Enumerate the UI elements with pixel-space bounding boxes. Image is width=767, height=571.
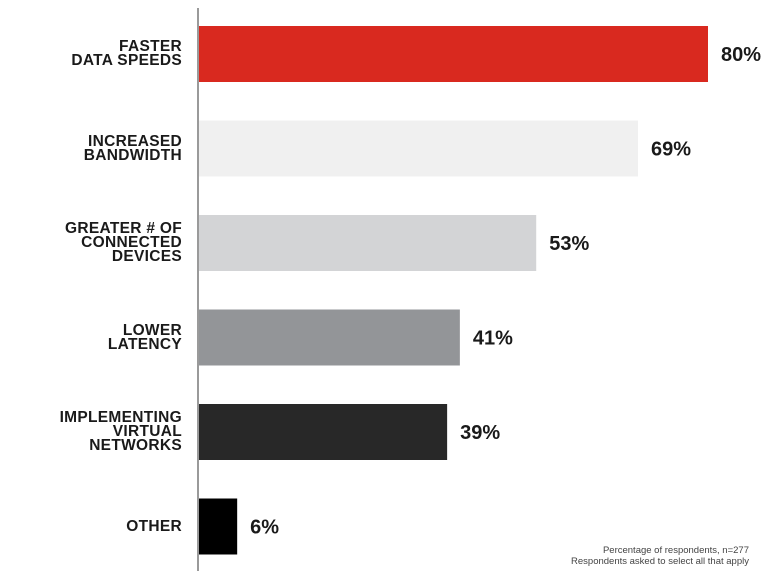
bar-0 — [199, 26, 708, 82]
bar-1 — [199, 120, 639, 177]
bar-4 — [199, 404, 448, 460]
value-label-4: 39% — [460, 422, 500, 444]
value-label-2: 53% — [549, 233, 589, 255]
category-label-1: INCREASED BANDWIDTH — [83, 132, 182, 164]
footnote: Percentage of respondents, n=277 Respond… — [571, 545, 749, 567]
bar-2 — [199, 215, 537, 271]
footnote-line-1: Percentage of respondents, n=277 — [602, 545, 749, 556]
value-label-0: 80% — [721, 44, 761, 66]
category-label-4: IMPLEMENTING VIRTUAL NETWORKS — [59, 409, 182, 454]
bar-3 — [199, 309, 460, 366]
value-label-3: 41% — [473, 328, 513, 350]
value-label-5: 6% — [250, 517, 279, 539]
category-label-0: FASTER DATA SPEEDS — [71, 38, 182, 69]
footnote-line-2: Respondents asked to select all that app… — [571, 556, 749, 567]
value-label-1: 69% — [651, 139, 691, 161]
value-labels-group: 80% 69% 53% 41% 39% 6% — [250, 44, 761, 539]
bar-5 — [199, 498, 238, 555]
bars-group — [199, 26, 708, 555]
category-label-5: OTHER — [126, 517, 182, 535]
category-label-3: LOWER LATENCY — [107, 321, 182, 353]
category-label-2: GREATER # OF CONNECTED DEVICES — [65, 220, 182, 265]
